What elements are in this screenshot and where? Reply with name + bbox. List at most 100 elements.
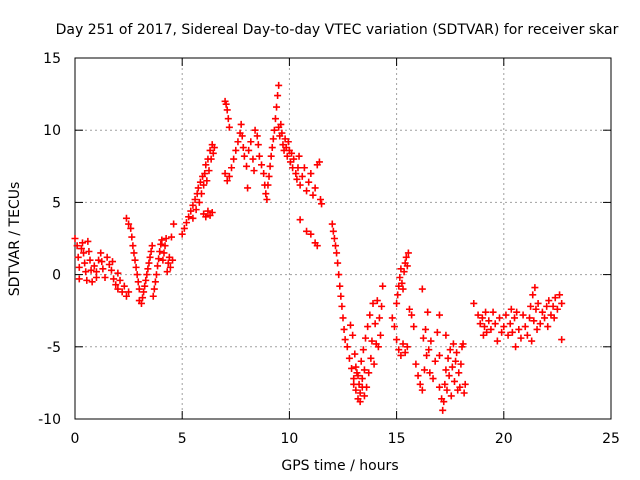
data-point — [483, 328, 491, 336]
data-point — [247, 138, 255, 146]
data-point — [296, 181, 304, 189]
data-point — [166, 263, 174, 271]
data-point — [493, 337, 501, 345]
data-point — [404, 249, 412, 257]
data-point — [333, 249, 341, 257]
data-point — [448, 363, 456, 371]
data-point — [223, 177, 231, 185]
data-point — [205, 167, 213, 175]
data-point — [239, 144, 247, 152]
data-point — [358, 383, 366, 391]
data-point — [374, 343, 382, 351]
data-point — [125, 220, 133, 228]
data-point — [337, 292, 345, 300]
data-point — [288, 149, 296, 157]
data-point — [169, 256, 177, 264]
data-point — [502, 311, 510, 319]
data-point — [128, 233, 136, 241]
data-point — [148, 242, 156, 250]
data-point — [425, 346, 433, 354]
data-point — [260, 170, 268, 178]
data-point — [263, 196, 271, 204]
data-point — [156, 247, 164, 255]
data-point — [521, 323, 529, 331]
data-point — [491, 320, 499, 328]
data-point — [414, 372, 422, 380]
data-point — [335, 271, 343, 279]
data-point — [366, 311, 374, 319]
data-point — [519, 311, 527, 319]
data-point — [331, 242, 339, 250]
data-point — [112, 281, 120, 289]
data-point — [240, 152, 248, 160]
data-point — [435, 311, 443, 319]
data-point — [351, 350, 359, 358]
data-point — [209, 149, 217, 157]
data-point — [232, 146, 240, 154]
data-point — [84, 237, 92, 245]
data-point — [373, 297, 381, 305]
data-point — [228, 164, 236, 172]
data-point — [116, 276, 124, 284]
data-point — [504, 331, 512, 339]
data-point — [367, 354, 375, 362]
data-point — [441, 380, 449, 388]
data-point — [293, 175, 301, 183]
data-point — [527, 302, 535, 310]
data-point — [371, 320, 379, 328]
data-point — [396, 273, 404, 281]
data-point — [81, 259, 89, 267]
data-point — [340, 325, 348, 333]
data-point — [222, 100, 230, 108]
data-point — [120, 282, 128, 290]
data-point — [489, 308, 497, 316]
data-point — [506, 320, 514, 328]
data-point — [300, 164, 308, 172]
data-point — [408, 311, 416, 319]
data-point — [311, 184, 319, 192]
data-point — [139, 294, 147, 302]
data-point — [338, 302, 346, 310]
data-point — [97, 249, 105, 257]
data-point — [558, 299, 566, 307]
data-point — [431, 357, 439, 365]
data-point — [350, 380, 358, 388]
data-point — [255, 152, 263, 160]
data-point — [303, 187, 311, 195]
data-point — [163, 268, 171, 276]
data-point — [152, 271, 160, 279]
data-point — [140, 288, 148, 296]
data-point — [125, 288, 133, 296]
data-point — [202, 161, 210, 169]
x-axis-label: GPS time / hours — [281, 458, 398, 474]
data-point — [403, 262, 411, 270]
data-point — [538, 308, 546, 316]
data-point — [155, 255, 163, 263]
data-point — [85, 247, 93, 255]
data-point — [195, 198, 203, 206]
data-point — [79, 239, 87, 247]
data-point — [201, 170, 209, 178]
data-point — [283, 152, 291, 160]
data-point — [207, 155, 215, 163]
data-point — [224, 115, 232, 123]
data-point — [83, 276, 91, 284]
data-point — [268, 144, 276, 152]
chart-title: Day 251 of 2017, Sidereal Day-to-day VTE… — [56, 22, 619, 38]
data-point — [145, 259, 153, 267]
data-point — [269, 135, 277, 143]
data-point — [158, 236, 166, 244]
data-point — [511, 314, 519, 322]
data-points — [71, 81, 566, 414]
data-point — [358, 375, 366, 383]
data-point — [225, 123, 233, 131]
data-point — [189, 201, 197, 209]
data-point — [273, 103, 281, 111]
data-point — [549, 302, 557, 310]
data-point — [481, 323, 489, 331]
data-point — [161, 242, 169, 250]
data-point — [426, 369, 434, 377]
data-point — [141, 282, 149, 290]
data-point — [114, 285, 122, 293]
